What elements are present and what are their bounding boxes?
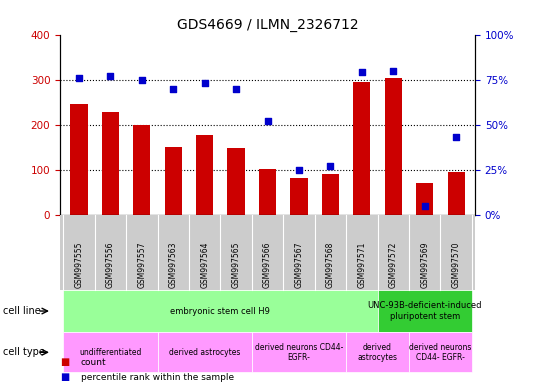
- Bar: [102, 112, 119, 215]
- Text: GSM997563: GSM997563: [169, 242, 178, 288]
- Text: GSM997557: GSM997557: [137, 242, 146, 288]
- Text: derived neurons CD44-
EGFR-: derived neurons CD44- EGFR-: [255, 343, 343, 362]
- Point: [326, 163, 335, 169]
- Point: [420, 203, 429, 209]
- Bar: [228, 148, 245, 215]
- Point: [200, 80, 209, 86]
- Point: [389, 68, 397, 74]
- Bar: [259, 169, 276, 215]
- Point: [75, 75, 84, 81]
- Text: GSM997569: GSM997569: [420, 242, 429, 288]
- Bar: [164, 147, 182, 215]
- Text: GSM997556: GSM997556: [106, 242, 115, 288]
- Bar: [70, 104, 87, 215]
- Point: [452, 134, 460, 141]
- Text: GSM997571: GSM997571: [357, 242, 366, 288]
- Text: percentile rank within the sample: percentile rank within the sample: [81, 373, 234, 382]
- Bar: [416, 184, 434, 215]
- Text: GSM997568: GSM997568: [326, 242, 335, 288]
- Text: ■: ■: [60, 358, 69, 367]
- Bar: [196, 135, 213, 215]
- Text: derived
astrocytes: derived astrocytes: [358, 343, 397, 362]
- Title: GDS4669 / ILMN_2326712: GDS4669 / ILMN_2326712: [177, 18, 358, 32]
- Text: GSM997564: GSM997564: [200, 242, 209, 288]
- Text: embryonic stem cell H9: embryonic stem cell H9: [170, 306, 270, 316]
- Point: [106, 73, 115, 79]
- Text: ■: ■: [60, 372, 69, 382]
- Point: [263, 118, 272, 124]
- Point: [295, 167, 304, 173]
- Bar: [322, 174, 339, 215]
- Bar: [290, 177, 307, 215]
- Text: GSM997555: GSM997555: [74, 242, 84, 288]
- Text: GSM997567: GSM997567: [294, 242, 304, 288]
- Text: derived astrocytes: derived astrocytes: [169, 348, 240, 357]
- Text: derived neurons
CD44- EGFR-: derived neurons CD44- EGFR-: [410, 343, 472, 362]
- Bar: [384, 78, 402, 215]
- Bar: [133, 125, 151, 215]
- Text: cell line: cell line: [3, 306, 40, 316]
- Text: GSM997570: GSM997570: [452, 242, 461, 288]
- Point: [232, 86, 240, 92]
- Point: [169, 86, 177, 92]
- Text: undifferentiated: undifferentiated: [79, 348, 141, 357]
- Point: [138, 77, 146, 83]
- Point: [358, 70, 366, 76]
- Text: GSM997565: GSM997565: [232, 242, 241, 288]
- Bar: [448, 172, 465, 215]
- Text: UNC-93B-deficient-induced
pluripotent stem: UNC-93B-deficient-induced pluripotent st…: [367, 301, 482, 321]
- Bar: [353, 82, 371, 215]
- Text: count: count: [81, 359, 106, 367]
- Text: cell type: cell type: [3, 347, 45, 358]
- Text: GSM997572: GSM997572: [389, 242, 398, 288]
- Text: GSM997566: GSM997566: [263, 242, 272, 288]
